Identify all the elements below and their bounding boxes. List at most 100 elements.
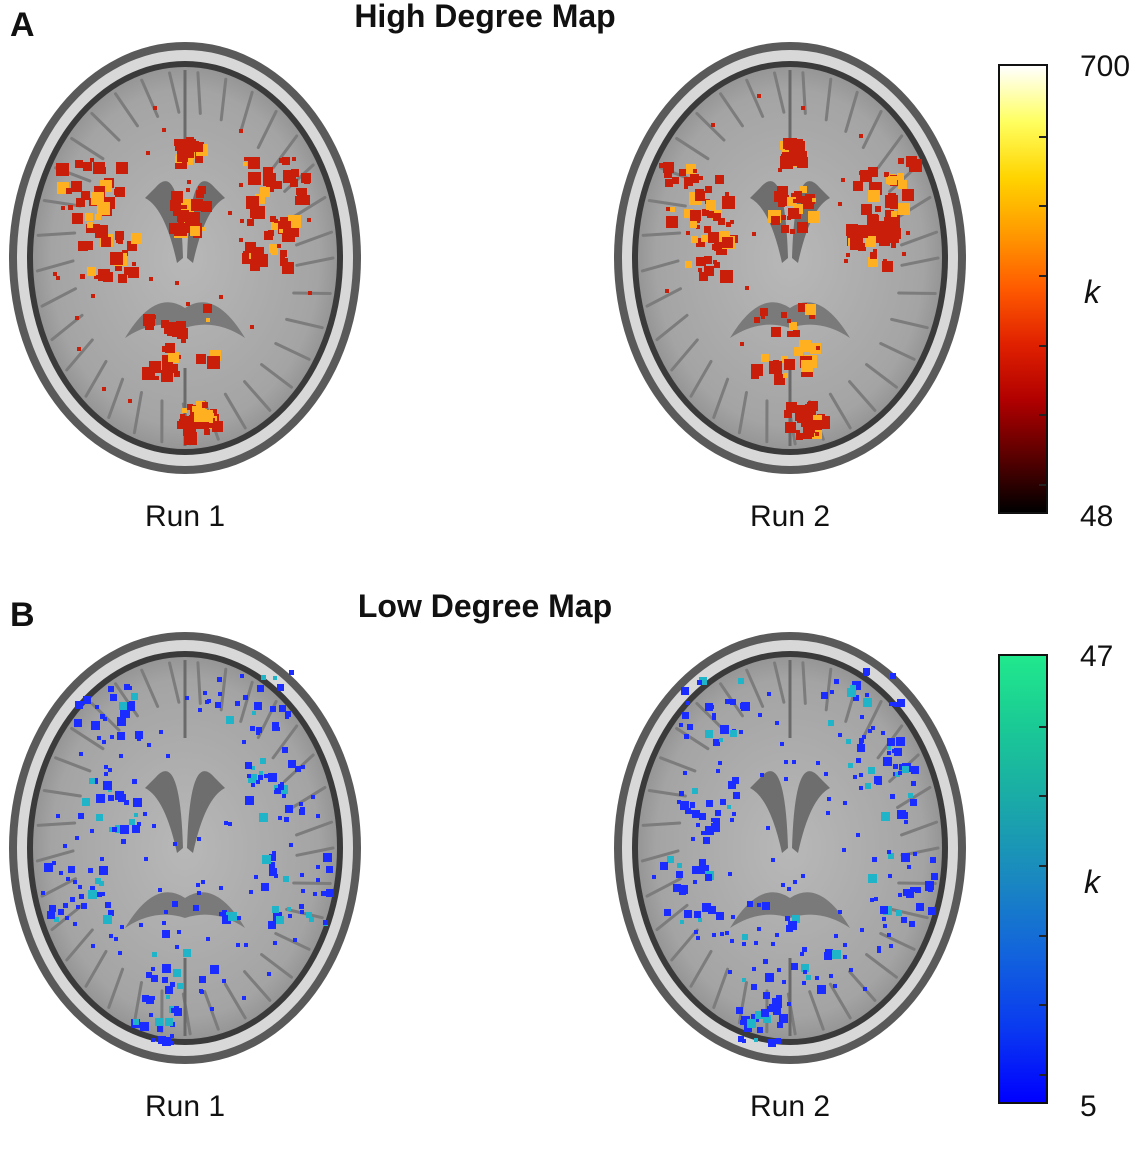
activation-voxel: [143, 812, 147, 816]
activation-voxel: [195, 155, 203, 163]
activation-voxel: [196, 883, 200, 887]
activation-voxel: [162, 128, 166, 132]
activation-voxel: [52, 861, 56, 865]
activation-voxel: [699, 176, 703, 180]
activation-voxel: [56, 276, 60, 280]
activation-voxel: [112, 827, 117, 832]
activation-voxel: [133, 798, 142, 807]
activation-voxel: [742, 934, 748, 940]
activation-voxel: [199, 976, 206, 983]
activation-voxel: [792, 760, 796, 764]
activation-voxel: [100, 714, 105, 719]
activation-voxel: [164, 910, 168, 914]
activation-voxel: [763, 959, 768, 964]
brain-slice-run-1: [5, 38, 365, 478]
activation-voxel: [685, 261, 692, 268]
activation-voxel: [712, 716, 716, 720]
activation-voxel: [124, 684, 130, 690]
activation-voxel: [235, 701, 240, 706]
activation-voxel: [206, 937, 210, 941]
activation-voxel: [301, 765, 305, 769]
activation-voxel: [686, 231, 690, 235]
activation-voxel: [703, 837, 710, 844]
brain-slice-run-1: [5, 628, 365, 1068]
activation-voxel: [104, 772, 108, 776]
activation-voxel: [827, 797, 831, 801]
activation-voxel: [311, 795, 315, 799]
activation-voxel: [802, 981, 806, 985]
activation-voxel: [887, 933, 891, 937]
activation-voxel: [868, 190, 880, 202]
activation-voxel: [82, 798, 90, 806]
activation-voxel: [105, 902, 111, 908]
activation-voxel: [277, 244, 281, 248]
activation-voxel: [326, 866, 333, 873]
activation-voxel: [299, 904, 304, 909]
activation-voxel: [108, 686, 114, 692]
activation-voxel: [162, 1037, 171, 1046]
activation-voxel: [698, 268, 702, 272]
activation-voxel: [194, 409, 207, 422]
activation-voxel: [114, 937, 118, 941]
activation-voxel: [293, 938, 297, 942]
activation-voxel: [260, 187, 270, 197]
panel-letter: A: [10, 8, 35, 42]
activation-voxel: [177, 930, 181, 934]
activation-voxel: [860, 715, 864, 719]
colorbar-tick: [1039, 345, 1046, 347]
activation-voxel: [251, 247, 264, 260]
activation-voxel: [817, 985, 826, 994]
sulcus: [294, 293, 331, 294]
activation-voxel: [887, 850, 891, 854]
activation-voxel: [901, 853, 910, 862]
activation-voxel: [279, 229, 283, 233]
activation-voxel: [203, 691, 207, 695]
activation-voxel: [246, 196, 259, 209]
activation-voxel: [677, 863, 682, 868]
activation-voxel: [690, 210, 701, 221]
activation-voxel: [738, 678, 744, 684]
activation-voxel: [692, 788, 698, 794]
activation-voxel: [151, 1038, 155, 1042]
activation-voxel: [250, 325, 254, 329]
activation-voxel: [699, 813, 706, 820]
activation-voxel: [283, 876, 289, 882]
panel-b: B Low Degree Map Run 1 Run 2 47 k 5: [0, 590, 1144, 1150]
activation-voxel: [816, 346, 820, 350]
activation-voxel: [684, 185, 688, 189]
activation-voxel: [722, 237, 733, 248]
activation-voxel: [88, 868, 93, 873]
activation-voxel: [720, 932, 724, 936]
activation-voxel: [730, 818, 734, 822]
activation-voxel: [891, 243, 896, 248]
activation-voxel: [254, 875, 258, 879]
activation-voxel: [306, 912, 312, 918]
activation-voxel: [860, 928, 864, 932]
activation-voxel: [684, 734, 689, 739]
activation-voxel: [706, 800, 713, 807]
activation-voxel: [219, 912, 223, 916]
activation-voxel: [157, 1026, 163, 1032]
activation-voxel: [765, 973, 774, 982]
activation-voxel: [200, 990, 204, 994]
activation-voxel: [173, 969, 181, 977]
activation-voxel: [719, 738, 723, 742]
activation-voxel: [888, 193, 896, 201]
activation-voxel: [276, 727, 280, 731]
brain-slice-run-2: [610, 628, 970, 1068]
activation-voxel: [863, 668, 870, 675]
activation-voxel: [788, 921, 797, 930]
activation-voxel: [84, 241, 93, 250]
activation-voxel: [282, 794, 286, 798]
activation-voxel: [87, 222, 93, 228]
activation-voxel: [289, 670, 294, 675]
activation-voxel: [773, 360, 779, 366]
activation-voxel: [690, 174, 699, 183]
activation-voxel: [186, 188, 190, 192]
activation-voxel: [326, 889, 334, 897]
activation-voxel: [893, 764, 898, 769]
activation-voxel: [272, 727, 276, 731]
activation-voxel: [168, 352, 179, 363]
brain-svg: [5, 38, 365, 478]
activation-voxel: [850, 237, 863, 250]
